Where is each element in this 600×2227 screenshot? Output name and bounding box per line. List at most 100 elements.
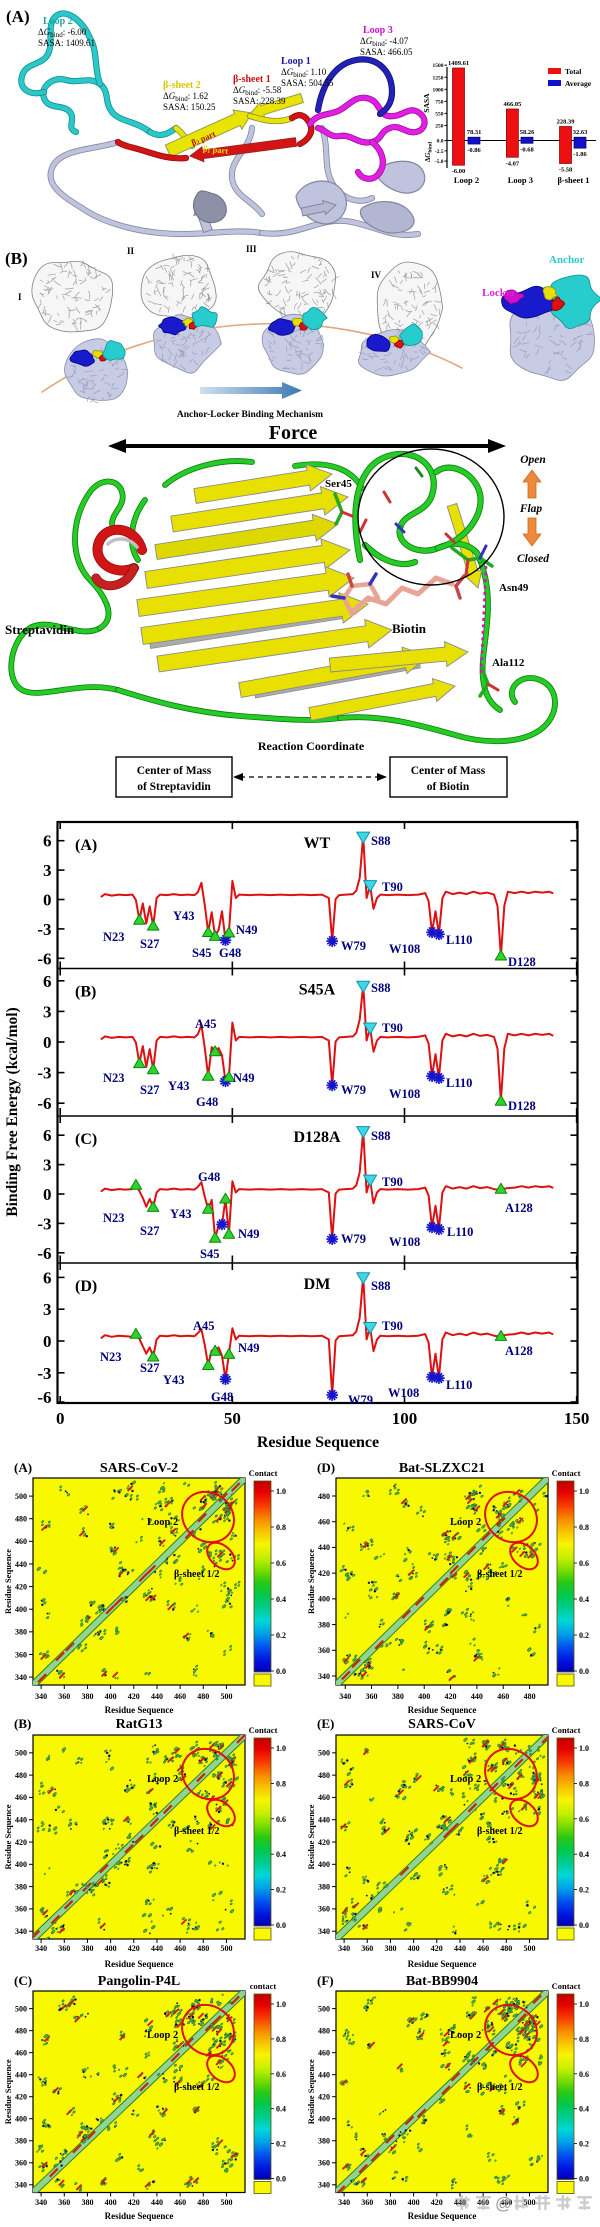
svg-text:0.2: 0.2: [276, 1631, 286, 1640]
svg-text:480: 480: [500, 1944, 512, 1953]
svg-text:440: 440: [471, 1692, 483, 1701]
svg-text:SASA: 150.25: SASA: 150.25: [163, 102, 216, 112]
svg-text:440: 440: [15, 1816, 27, 1825]
svg-text:N49: N49: [238, 1341, 260, 1355]
svg-text:β-sheet 1: β-sheet 1: [557, 175, 589, 185]
svg-text:(C): (C): [75, 1131, 97, 1148]
svg-text:Streptavidin: Streptavidin: [5, 622, 75, 637]
svg-text:3: 3: [43, 861, 52, 880]
svg-text:Residue Sequence: Residue Sequence: [3, 1804, 13, 1869]
svg-text:SARS-CoV: SARS-CoV: [408, 1717, 476, 1732]
svg-text:400: 400: [318, 2115, 330, 2124]
svg-text:228.39: 228.39: [557, 119, 576, 126]
svg-text:460: 460: [174, 1692, 186, 1701]
svg-text:Residue Sequence: Residue Sequence: [408, 2211, 477, 2221]
svg-text:of Streptavidin: of Streptavidin: [137, 781, 211, 793]
svg-text:0.0: 0.0: [579, 2175, 589, 2184]
svg-text:1500: 1500: [433, 63, 444, 69]
svg-text:WT: WT: [304, 835, 331, 852]
svg-text:Loop 3: Loop 3: [363, 25, 393, 36]
svg-text:0.4: 0.4: [276, 1595, 286, 1604]
svg-text:460: 460: [318, 1793, 330, 1802]
svg-text:T90: T90: [382, 1175, 403, 1189]
svg-text:550: 550: [435, 111, 444, 117]
svg-text:360: 360: [318, 1646, 330, 1655]
svg-text:β-sheet 1/2: β-sheet 1/2: [174, 2082, 220, 2093]
svg-text:0.0: 0.0: [276, 1921, 286, 1930]
svg-text:Center of Mass: Center of Mass: [137, 765, 212, 777]
svg-text:500: 500: [15, 1749, 27, 1758]
svg-text:(F): (F): [317, 1973, 334, 1988]
svg-text:S88: S88: [371, 981, 390, 995]
svg-text:@: @: [495, 2194, 512, 2213]
svg-text:T90: T90: [382, 880, 403, 894]
svg-text:420: 420: [128, 2198, 140, 2207]
svg-text:W79: W79: [341, 1232, 366, 1246]
svg-text:480: 480: [318, 1771, 330, 1780]
svg-text:420: 420: [445, 1692, 457, 1701]
svg-text:50: 50: [224, 1409, 241, 1428]
svg-text:400: 400: [318, 1860, 330, 1869]
svg-text:340: 340: [35, 2198, 47, 2207]
svg-text:Force: Force: [269, 422, 318, 444]
svg-text:Flap: Flap: [519, 503, 543, 515]
svg-text:ΔGbind: 1.10: ΔGbind: 1.10: [281, 67, 327, 79]
svg-text:0.6: 0.6: [579, 1559, 589, 1568]
svg-text:(B): (B): [5, 249, 28, 268]
svg-text:420: 420: [431, 2198, 443, 2207]
svg-text:380: 380: [384, 2198, 396, 2207]
svg-text:SASA: 466.05: SASA: 466.05: [360, 47, 413, 57]
svg-text:6: 6: [43, 1268, 52, 1287]
svg-text:S27: S27: [140, 1224, 159, 1238]
svg-text:0: 0: [56, 1409, 65, 1428]
svg-text:380: 380: [392, 1692, 404, 1701]
svg-text:440: 440: [454, 1944, 466, 1953]
svg-text:-0.86: -0.86: [467, 147, 481, 154]
svg-text:G48: G48: [211, 1390, 233, 1404]
svg-text:380: 380: [81, 2198, 93, 2207]
svg-text:340: 340: [338, 1944, 350, 1953]
svg-text:Y43: Y43: [163, 1373, 185, 1387]
svg-text:340: 340: [339, 1692, 351, 1701]
svg-text:1.0: 1.0: [579, 1744, 589, 1753]
svg-text:Anchor-Locker Binding Mechanis: Anchor-Locker Binding Mechanism: [177, 410, 323, 420]
svg-text:N23: N23: [100, 1350, 122, 1364]
svg-text:380: 380: [318, 2137, 330, 2146]
svg-text:Loop 2: Loop 2: [450, 1774, 481, 1785]
svg-text:340: 340: [318, 1672, 330, 1681]
svg-text:-2.5: -2.5: [435, 149, 444, 155]
svg-text:0.6: 0.6: [276, 1559, 286, 1568]
svg-text:Open: Open: [520, 454, 546, 466]
svg-text:-1.86: -1.86: [573, 151, 587, 158]
svg-text:0.0: 0.0: [579, 1667, 589, 1676]
svg-text:S88: S88: [371, 834, 390, 848]
svg-text:480: 480: [318, 2026, 330, 2035]
svg-text:360: 360: [58, 2198, 70, 2207]
svg-text:ΔGbind: -6.00: ΔGbind: -6.00: [38, 27, 87, 39]
svg-text:(D): (D): [75, 1278, 97, 1295]
svg-text:SASA: 504.55: SASA: 504.55: [281, 78, 334, 88]
svg-text:-3: -3: [37, 1364, 51, 1383]
svg-text:Residue Sequence: Residue Sequence: [105, 2211, 174, 2221]
svg-text:contact: contact: [250, 1981, 277, 1991]
svg-text:A128: A128: [505, 1344, 533, 1358]
svg-text:480: 480: [15, 1515, 27, 1524]
svg-text:0.6: 0.6: [579, 2070, 589, 2079]
svg-text:IV: IV: [371, 270, 382, 280]
svg-text:Contact: Contact: [249, 1468, 278, 1478]
svg-text:500: 500: [318, 2004, 330, 2013]
svg-text:Loop 3: Loop 3: [508, 175, 533, 185]
svg-text:(A): (A): [75, 837, 97, 854]
svg-text:β-sheet 1: β-sheet 1: [233, 74, 271, 85]
svg-text:Bat-BB9904: Bat-BB9904: [406, 1974, 478, 1989]
svg-text:0.8: 0.8: [579, 2035, 589, 2044]
svg-text:460: 460: [174, 1944, 186, 1953]
svg-text:N23: N23: [103, 1211, 125, 1225]
svg-text:500: 500: [523, 2198, 535, 2207]
svg-text:480: 480: [524, 1692, 536, 1701]
svg-text:-6: -6: [37, 1094, 51, 1113]
svg-text:500: 500: [318, 1749, 330, 1758]
svg-text:-5.0: -5.0: [435, 159, 444, 165]
svg-text:Biotin: Biotin: [392, 621, 427, 636]
svg-text:Contact: Contact: [552, 1981, 581, 1991]
